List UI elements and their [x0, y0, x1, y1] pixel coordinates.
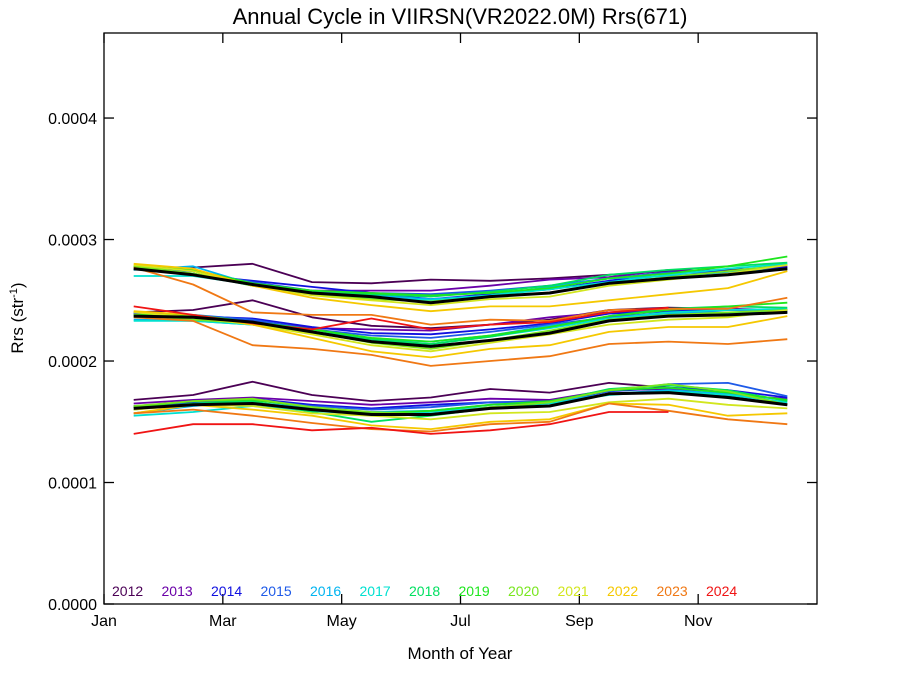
- legend-item-2021: 2021: [558, 583, 589, 599]
- x-tick-label: Sep: [565, 613, 594, 630]
- x-axis-label: Month of Year: [408, 644, 513, 663]
- x-tick-label: Jan: [91, 613, 117, 630]
- mean-lower-line: [133, 391, 788, 416]
- series-2022-lower-line: [133, 402, 788, 430]
- series-2021-lower-line: [133, 397, 788, 421]
- x-axis: Jan Mar May Jul Sep Nov: [91, 33, 712, 630]
- series-2024-lower-line: [133, 411, 669, 435]
- x-tick-label: Mar: [209, 613, 237, 630]
- y-axis: 0.0000 0.0001 0.0002 0.0003 0.0004: [48, 111, 817, 614]
- legend-item-2023: 2023: [657, 583, 688, 599]
- y-tick-label: 0.0002: [48, 354, 97, 371]
- y-axis-label: Rrs (str-1): [8, 282, 27, 353]
- x-tick-label: Jul: [450, 613, 470, 630]
- legend-item-2020: 2020: [508, 583, 539, 599]
- y-tick-label: 0.0001: [48, 476, 97, 493]
- series-2023-middle-line: [133, 316, 788, 367]
- legend-item-2014: 2014: [211, 583, 242, 599]
- y-axis-label-sup: -1: [8, 288, 20, 298]
- x-tick-label: May: [327, 613, 357, 630]
- legend-item-2015: 2015: [261, 583, 292, 599]
- legend-item-2016: 2016: [310, 583, 341, 599]
- series-2022-middle-line: [133, 310, 788, 359]
- y-axis-label-main: Rrs (str: [8, 298, 27, 354]
- legend-item-2012: 2012: [112, 583, 143, 599]
- y-tick-label: 0.0000: [48, 597, 97, 614]
- legend-item-2024: 2024: [706, 583, 737, 599]
- chart-title: Annual Cycle in VIIRSN(VR2022.0M) Rrs(67…: [233, 4, 688, 29]
- series-2023-upper-line: [133, 266, 788, 326]
- legend-item-2018: 2018: [409, 583, 440, 599]
- legend-item-2019: 2019: [459, 583, 490, 599]
- series-2019-upper-line: [133, 255, 788, 297]
- legend-item-2022: 2022: [607, 583, 638, 599]
- mean-middle-line: [133, 310, 788, 348]
- legend-item-2013: 2013: [162, 583, 193, 599]
- series-2023-lower-line: [133, 402, 788, 433]
- y-tick-label: 0.0003: [48, 233, 97, 250]
- y-tick-label: 0.0004: [48, 111, 97, 128]
- series-layer: [133, 255, 788, 435]
- y-axis-label-end: ): [8, 282, 27, 288]
- x-tick-label: Nov: [684, 613, 712, 630]
- series-2019-lower-line: [133, 386, 788, 415]
- legend: 2012 2013 2014 2015 2016 2017 2018 2019 2020 2021…: [112, 583, 737, 599]
- legend-item-2017: 2017: [360, 583, 391, 599]
- mean-upper-line: [133, 267, 788, 305]
